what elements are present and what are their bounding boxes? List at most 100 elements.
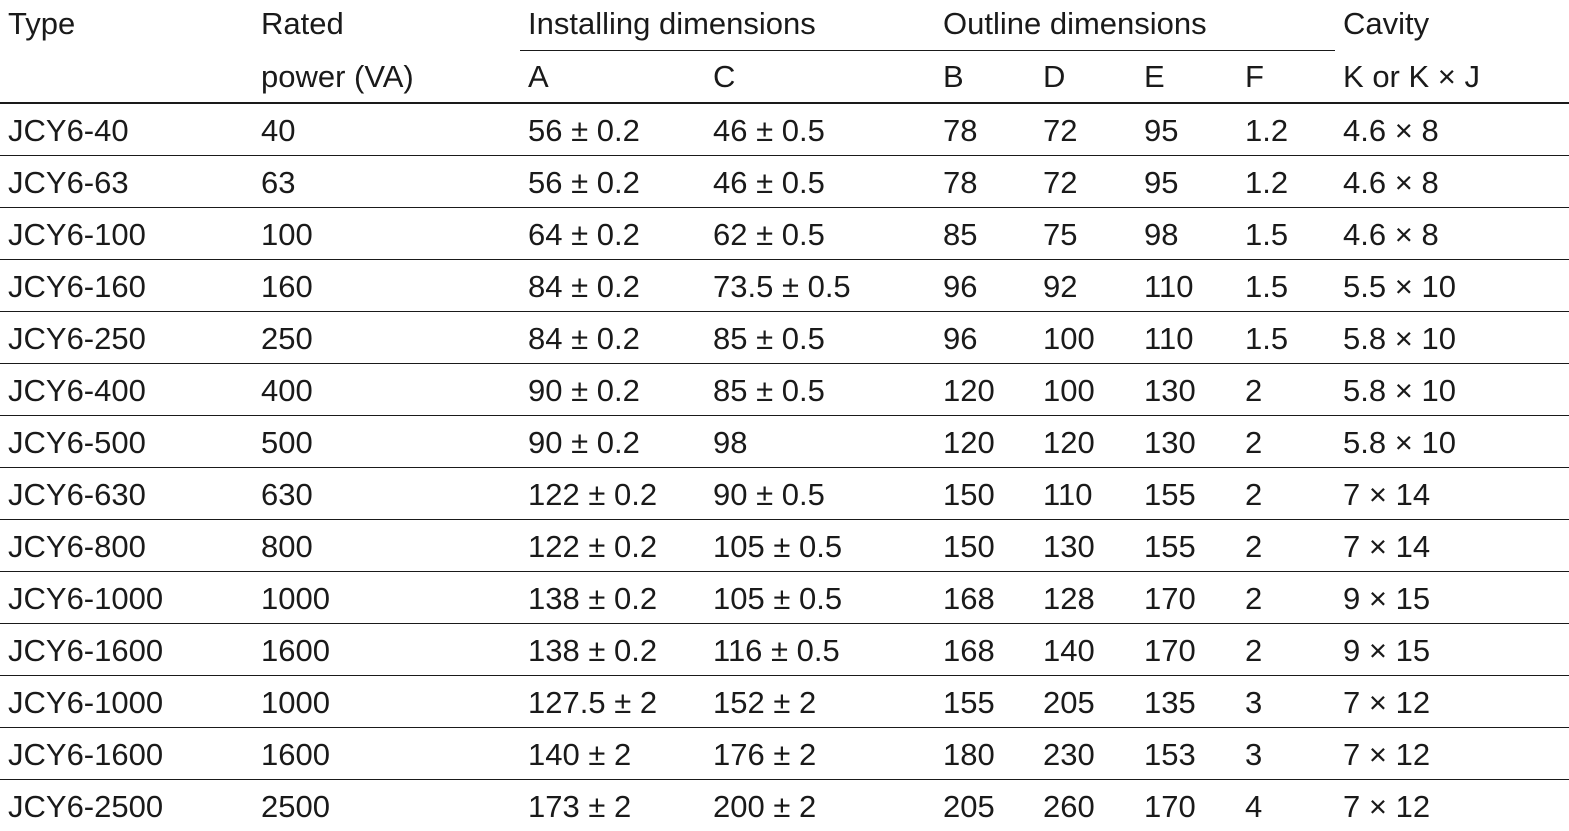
cell-dim-d: 230 [1043,736,1095,772]
table-row: JCY6-400 400 90 ± 0.2 85 ± 0.5 120 100 130 2 5.8… [0,363,1569,415]
cell-dim-e: 155 [1144,528,1196,564]
cell-rated-power: 1600 [261,736,330,772]
cell-dim-a: 138 ± 0.2 [528,580,658,616]
cell-dim-f: 4 [1245,788,1263,824]
cell-dim-e: 155 [1144,476,1196,512]
table-header: Type Rated Installing dimensions Outline… [0,0,1569,103]
cell-type: JCY6-1600 [8,736,164,772]
header-col-c: C [713,59,736,94]
cell-dim-a: 122 ± 0.2 [528,476,658,512]
cell-type: JCY6-100 [8,216,146,252]
cell-cavity: 7 × 12 [1343,736,1431,772]
cell-rated-power: 63 [261,164,296,200]
cell-dim-a: 138 ± 0.2 [528,632,658,668]
cell-rated-power: 800 [261,528,313,564]
header-col-a: A [528,59,549,94]
cell-rated-power: 100 [261,216,313,252]
cell-dim-b: 96 [943,268,978,304]
cell-dim-c: 90 ± 0.5 [713,476,825,512]
cell-rated-power: 630 [261,476,313,512]
header-rated: Rated [261,5,344,41]
header-cavity: Cavity [1343,5,1430,41]
cell-type: JCY6-400 [8,372,146,408]
cell-dim-a: 90 ± 0.2 [528,372,640,408]
cell-dim-c: 152 ± 2 [713,684,817,720]
cell-rated-power: 250 [261,320,313,356]
table-row: JCY6-100 100 64 ± 0.2 62 ± 0.5 85 75 98 1.5 4.6 … [0,207,1569,259]
cell-dim-d: 72 [1043,112,1078,148]
cell-dim-b: 168 [943,632,995,668]
cell-dim-b: 168 [943,580,995,616]
cell-dim-d: 260 [1043,788,1095,824]
cell-dim-b: 78 [943,112,978,148]
header-outline-dimensions: Outline dimensions [935,0,1336,51]
cell-dim-c: 62 ± 0.5 [713,216,825,252]
cell-rated-power: 2500 [261,788,330,824]
cell-dim-a: 84 ± 0.2 [528,268,640,304]
cell-cavity: 5.8 × 10 [1343,424,1456,460]
cell-dim-c: 116 ± 0.5 [713,632,840,668]
cell-dim-a: 90 ± 0.2 [528,424,640,460]
cell-dim-c: 176 ± 2 [713,736,817,772]
cell-type: JCY6-500 [8,424,146,460]
cell-dim-c: 46 ± 0.5 [713,164,825,200]
cell-dim-c: 46 ± 0.5 [713,112,825,148]
cell-dim-d: 72 [1043,164,1078,200]
cell-dim-e: 135 [1144,684,1196,720]
cell-dim-e: 130 [1144,424,1196,460]
cell-dim-b: 150 [943,528,995,564]
cell-cavity: 9 × 15 [1343,632,1431,668]
header-col-d: D [1043,59,1066,94]
cell-rated-power: 160 [261,268,313,304]
table-row: JCY6-1600 1600 140 ± 2 176 ± 2 180 230 153 3 7 ×… [0,727,1569,779]
cell-dim-a: 56 ± 0.2 [528,112,640,148]
cell-rated-power: 500 [261,424,313,460]
cell-dim-e: 110 [1144,320,1194,356]
cell-cavity: 7 × 14 [1343,476,1431,512]
table-row: JCY6-1600 1600 138 ± 0.2 116 ± 0.5 168 140 170… [0,623,1569,675]
cell-dim-a: 56 ± 0.2 [528,164,640,200]
table-body: JCY6-40 40 56 ± 0.2 46 ± 0.5 78 72 95 1.2 4.6 × … [0,103,1569,831]
cell-type: JCY6-1000 [8,580,164,616]
cell-dim-c: 98 [713,424,748,460]
cell-rated-power: 400 [261,372,313,408]
cell-dim-b: 120 [943,372,995,408]
cell-dim-f: 2 [1245,528,1263,564]
cell-dim-d: 130 [1043,528,1095,564]
cell-dim-f: 1.2 [1245,112,1289,148]
cell-dim-d: 110 [1043,476,1093,512]
cell-dim-f: 2 [1245,476,1263,512]
cell-dim-e: 110 [1144,268,1194,304]
cell-dim-e: 130 [1144,372,1196,408]
cell-dim-b: 78 [943,164,978,200]
table-row: JCY6-630 630 122 ± 0.2 90 ± 0.5 150 110 155 2 7 … [0,467,1569,519]
cell-dim-b: 155 [943,684,995,720]
cell-dim-d: 120 [1043,424,1095,460]
cell-dim-c: 85 ± 0.5 [713,320,825,356]
cell-dim-f: 2 [1245,580,1263,616]
cell-cavity: 5.8 × 10 [1343,320,1456,356]
cell-dim-e: 170 [1144,788,1196,824]
cell-rated-power: 1600 [261,632,330,668]
cell-dim-a: 64 ± 0.2 [528,216,640,252]
table-row: JCY6-1000 1000 127.5 ± 2 152 ± 2 155 205 135 3 7… [0,675,1569,727]
cell-cavity: 4.6 × 8 [1343,164,1439,200]
cell-dim-d: 100 [1043,320,1095,356]
table-row: JCY6-500 500 90 ± 0.2 98 120 120 130 2 5.8 × 10 [0,415,1569,467]
cell-dim-c: 73.5 ± 0.5 [713,268,851,304]
cell-dim-f: 1.2 [1245,164,1289,200]
cell-dim-a: 140 ± 2 [528,736,632,772]
cell-dim-b: 96 [943,320,978,356]
table-row: JCY6-800 800 122 ± 0.2 105 ± 0.5 150 130 155 2 7… [0,519,1569,571]
cell-cavity: 4.6 × 8 [1343,112,1439,148]
cell-dim-f: 1.5 [1245,268,1289,304]
cell-dim-a: 122 ± 0.2 [528,528,658,564]
cell-dim-f: 1.5 [1245,320,1289,356]
cell-dim-d: 92 [1043,268,1078,304]
cell-type: JCY6-800 [8,528,146,564]
cell-dim-a: 127.5 ± 2 [528,684,658,720]
cell-type: JCY6-40 [8,112,129,148]
cell-rated-power: 1000 [261,580,330,616]
